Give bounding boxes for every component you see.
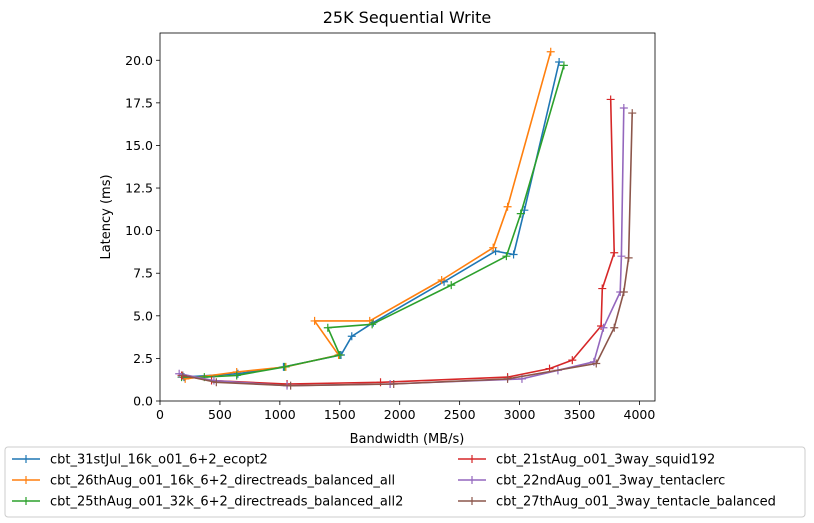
x-tick-label: 1500 (324, 407, 356, 422)
y-tick-label: 10.0 (125, 223, 153, 238)
data-point (389, 379, 398, 388)
data-point (599, 323, 608, 332)
data-point (178, 371, 187, 380)
data-point (286, 381, 295, 390)
x-tick-label: 2000 (384, 407, 416, 422)
series-4 (175, 103, 628, 390)
x-tick-label: 4000 (624, 407, 656, 422)
series-3 (177, 95, 619, 388)
data-point (617, 252, 626, 261)
data-point (606, 95, 615, 104)
y-tick-label: 5.0 (133, 308, 153, 323)
data-point (624, 253, 633, 262)
legend-entry: cbt_22ndAug_o01_3way_tentaclerc (458, 474, 725, 489)
data-point (347, 332, 356, 341)
data-point (628, 109, 637, 118)
x-tick-label: 3500 (564, 407, 596, 422)
data-point (610, 248, 619, 257)
y-axis: 0.0 2.5 5.0 7.5 10.0 12.5 15.0 17.5 20.0 (125, 53, 160, 409)
data-point (546, 47, 555, 56)
series-line (181, 65, 565, 378)
data-point (502, 252, 511, 261)
data-point (323, 323, 332, 332)
series-line (185, 51, 552, 380)
x-axis-label: Bandwidth (MB/s) (350, 432, 465, 447)
y-tick-label: 12.5 (125, 181, 153, 196)
data-point (232, 371, 241, 380)
series-5 (178, 109, 637, 390)
y-tick-label: 2.5 (133, 351, 153, 366)
plot-frame (159, 32, 656, 402)
data-point (503, 374, 512, 383)
series-line (179, 107, 625, 387)
data-point (559, 61, 568, 70)
legend-label: cbt_22ndAug_o01_3way_tentaclerc (496, 474, 725, 489)
series-line (181, 99, 616, 385)
data-point (592, 359, 601, 368)
x-tick-label: 1000 (264, 407, 296, 422)
legend-entry: cbt_31stJul_16k_o01_6+2_ecopt2 (12, 453, 268, 468)
legend: cbt_31stJul_16k_o01_6+2_ecopt2 cbt_26thAu… (4, 446, 806, 518)
y-tick-label: 15.0 (125, 138, 153, 153)
data-point (568, 356, 577, 365)
data-point (610, 323, 619, 332)
x-axis: 0 500 1000 1500 2000 2500 3000 3500 4000 (156, 401, 655, 422)
legend-entry: cbt_26thAug_o01_16k_6+2_directreads_bala… (12, 474, 395, 489)
legend-box (4, 446, 806, 518)
chart-title: 25K Sequential Write (323, 8, 492, 27)
series-0 (179, 57, 564, 382)
y-tick-label: 20.0 (125, 53, 153, 68)
data-point (509, 250, 518, 259)
plot-area (159, 32, 656, 402)
data-point (175, 369, 184, 378)
legend-entry: cbt_21stAug_o01_3way_squid192 (458, 453, 715, 468)
data-point (598, 284, 607, 293)
x-tick-label: 0 (156, 407, 164, 422)
series-line (182, 113, 633, 387)
legend-entry: cbt_27thAug_o01_3way_tentacle_balanced (458, 495, 776, 510)
data-point (335, 351, 344, 359)
series-1 (181, 47, 555, 383)
series-2 (177, 61, 568, 382)
data-point (310, 316, 319, 325)
y-axis-label: Latency (ms) (99, 174, 114, 259)
legend-label: cbt_25thAug_o01_32k_6+2_directreads_bala… (50, 495, 403, 510)
legend-entry: cbt_25thAug_o01_32k_6+2_directreads_bala… (12, 495, 403, 510)
data-point (503, 202, 512, 211)
data-point (212, 378, 221, 387)
data-point (619, 103, 628, 112)
data-point (489, 243, 498, 252)
x-tick-label: 3000 (504, 407, 536, 422)
data-point (280, 362, 289, 371)
x-tick-label: 500 (208, 407, 232, 422)
data-point (619, 287, 628, 296)
y-tick-label: 0.0 (133, 394, 153, 409)
data-point (368, 320, 377, 329)
data-point (516, 209, 525, 218)
data-point (447, 281, 456, 290)
data-point (555, 57, 564, 66)
legend-label: cbt_21stAug_o01_3way_squid192 (496, 453, 715, 468)
y-tick-label: 7.5 (133, 266, 153, 281)
legend-label: cbt_27thAug_o01_3way_tentacle_balanced (496, 495, 776, 510)
y-tick-label: 17.5 (125, 95, 153, 110)
legend-label: cbt_26thAug_o01_16k_6+2_directreads_bala… (50, 474, 395, 489)
data-point (437, 276, 446, 285)
x-tick-label: 2500 (444, 407, 476, 422)
legend-label: cbt_31stJul_16k_o01_6+2_ecopt2 (50, 453, 268, 468)
